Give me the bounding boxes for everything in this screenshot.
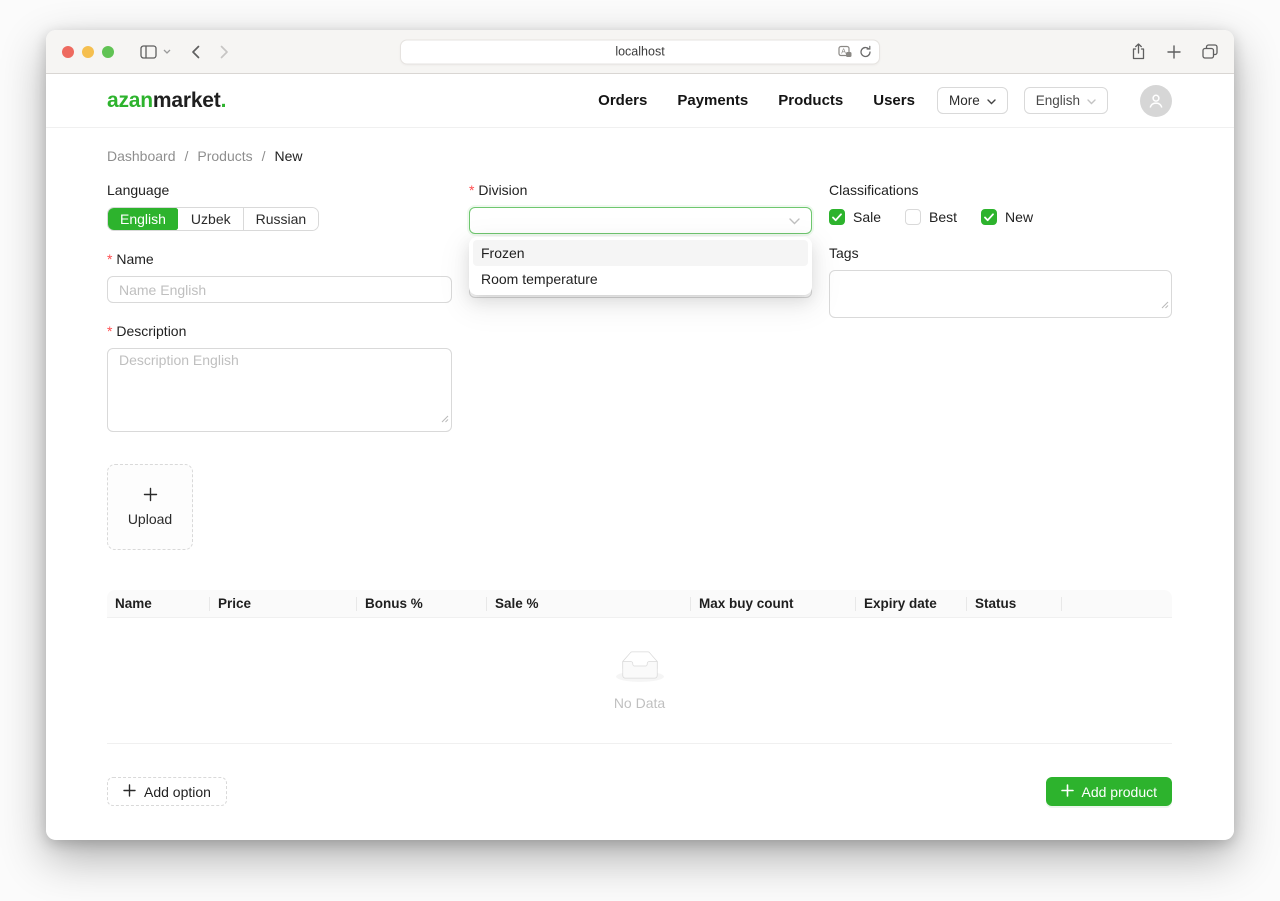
close-window-button[interactable] [62,45,74,58]
division-dropdown: Frozen Room temperature [469,237,812,295]
add-product-button[interactable]: Add product [1045,777,1172,806]
table-header-cell: Bonus % [357,590,487,617]
page: azanmarket. Orders Payments Products Use… [46,74,1234,839]
chevron-down-icon [987,93,996,108]
chevron-down-icon[interactable] [163,49,171,54]
nav-link[interactable]: Products [778,92,844,109]
checkbox [905,209,922,225]
add-option-button[interactable]: Add option [107,777,227,806]
column-left: Language English Uzbek Russian Name Desc… [107,182,452,550]
logo-bold: azan [107,88,153,112]
forward-button[interactable] [220,45,229,59]
language-label: Language [107,182,170,198]
language-segment[interactable]: Russian [242,208,319,230]
classifications-label: Classifications [829,182,919,198]
checkbox [829,209,845,225]
table-empty-state: No Data [107,618,1172,744]
user-avatar[interactable] [1140,84,1172,117]
upload-button[interactable]: Upload [107,464,193,550]
description-textarea[interactable] [107,348,452,432]
browser-window: localhost A [46,30,1234,840]
sidebar-toggle-icon[interactable] [140,44,157,59]
nav-link[interactable]: Payments [677,92,749,109]
breadcrumb: Dashboard / Products / New / [107,148,1172,164]
division-label: Division [469,182,812,199]
language-segment[interactable]: English [108,208,179,230]
dropdown-option[interactable]: Frozen [473,240,808,266]
site-language-select[interactable]: English [1023,87,1108,114]
table-header-cell: Name [107,590,210,617]
no-data-label: No Data [613,694,666,711]
product-form: Language English Uzbek Russian Name Desc… [107,182,1172,550]
share-icon[interactable] [1131,43,1146,60]
language-segmented-control: English Uzbek Russian [107,207,320,231]
minimize-window-button[interactable] [82,45,94,58]
reload-icon[interactable] [859,45,872,58]
empty-inbox-icon [615,651,664,687]
classifications-checkboxes: Sale Best [829,209,1172,225]
address-text: localhost [615,44,665,59]
nav-link[interactable]: Orders [598,92,648,109]
table-header-cell: Max buy count [691,590,856,617]
new-tab-icon[interactable] [1167,44,1181,59]
breadcrumb-link[interactable]: Products [197,148,253,164]
plus-icon [123,783,136,800]
tags-textarea[interactable] [829,270,1172,318]
site-header: azanmarket. Orders Payments Products Use… [46,74,1234,128]
logo-regular: market [152,88,221,112]
dropdown-option[interactable]: Room temperature [473,266,808,292]
division-select[interactable] [469,207,812,234]
column-right: Classifications Sale [829,182,1172,318]
svg-text:A: A [841,49,846,56]
main-nav: Orders Payments Products Users [598,92,915,109]
traffic-lights [62,45,114,58]
address-bar[interactable]: localhost A [400,39,880,64]
breadcrumb-link[interactable]: New [274,148,303,164]
chevron-down-icon [789,212,800,230]
table-header: Name Price Bonus % Sale % Max buy count … [107,590,1172,618]
breadcrumb-link[interactable]: Dashboard [107,148,176,164]
back-button[interactable] [191,45,200,59]
column-middle: Division Frozen Room temperature [469,182,812,298]
browser-toolbar: localhost A [46,30,1234,74]
table-header-cell: Status [967,590,1062,617]
checkbox-item[interactable]: New [981,209,1033,225]
checkbox [981,209,998,225]
checkbox-item[interactable]: Sale [829,209,881,225]
tab-overview-icon[interactable] [1202,44,1218,59]
form-actions: Add option Add product [107,777,1172,806]
chevron-down-icon [1087,93,1096,108]
nav-link[interactable]: Users [873,92,915,109]
logo-dot: . [220,88,227,112]
breadcrumb-separator: / [184,148,189,164]
name-label: Name [107,251,452,268]
plus-icon [143,487,158,507]
plus-icon [1060,783,1074,800]
zoom-window-button[interactable] [102,45,114,58]
more-dropdown-button[interactable]: More [936,87,1008,114]
table-header-cell: Expiry date [856,590,967,617]
language-segment[interactable]: Uzbek [177,208,243,230]
options-table: Name Price Bonus % Sale % Max buy count … [107,590,1172,744]
upload-label: Upload [127,511,173,527]
table-header-cell [1062,590,1078,617]
checkbox-item[interactable]: Best [905,209,957,225]
breadcrumb-separator: / [261,148,266,164]
name-input[interactable] [107,276,452,303]
description-label: Description [107,323,452,340]
table-header-cell: Sale % [487,590,691,617]
tags-label: Tags [829,245,859,261]
table-header-cell: Price [210,590,357,617]
logo[interactable]: azanmarket. [107,89,226,113]
translate-icon[interactable]: A [838,45,852,58]
